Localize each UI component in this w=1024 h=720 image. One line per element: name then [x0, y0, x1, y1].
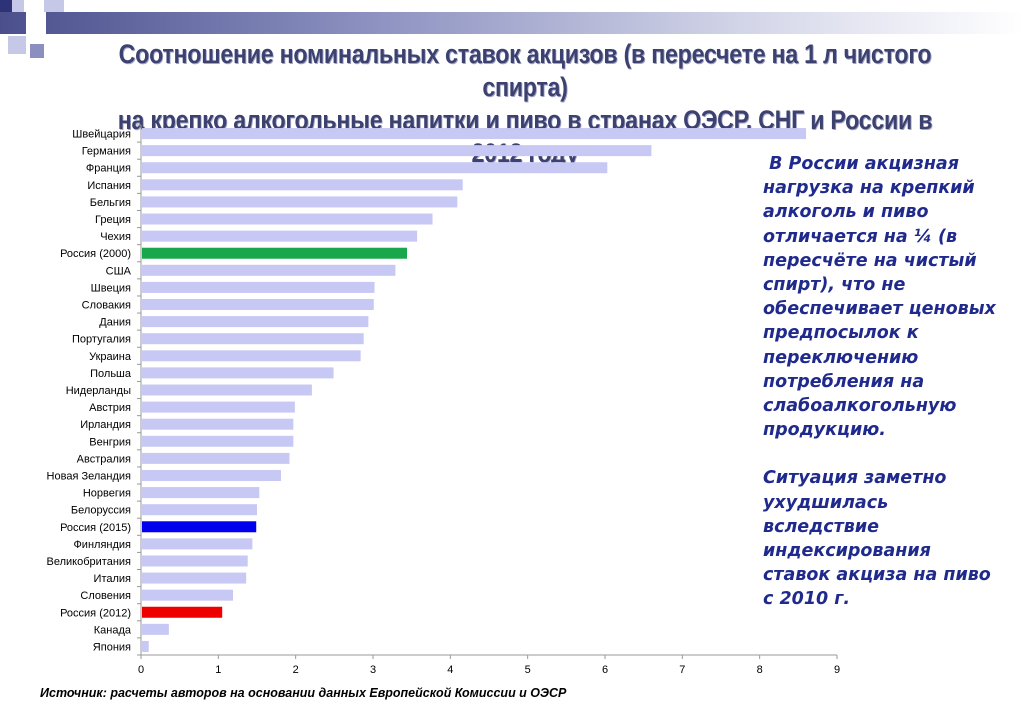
bar: [142, 572, 247, 584]
bar: [142, 640, 149, 652]
bar: [142, 384, 312, 396]
category-label: Ирландия: [80, 419, 131, 431]
category-label: Венгрия: [89, 436, 131, 448]
category-label: Италия: [94, 573, 132, 585]
bar: [142, 230, 418, 242]
x-tick-label: 0: [138, 664, 144, 676]
bar: [142, 589, 234, 601]
category-label: Швеция: [91, 282, 131, 294]
bar: [142, 452, 290, 464]
commentary-paragraph-2: Ситуация заметно ухудшилась вследствие и…: [763, 468, 991, 610]
category-label: Португалия: [72, 334, 131, 346]
bar: [142, 145, 652, 157]
x-tick-label: 4: [447, 664, 453, 676]
category-label: Швейцария: [72, 129, 131, 141]
bar: [142, 521, 257, 533]
category-label: Словакия: [82, 300, 131, 312]
decor-square-3: [44, 0, 64, 12]
bar: [142, 555, 248, 567]
x-tick-label: 8: [757, 664, 763, 676]
bar: [142, 316, 369, 328]
decor-square-4: [8, 36, 26, 54]
category-label: Чехия: [100, 231, 131, 243]
x-tick-label: 2: [293, 664, 299, 676]
bar: [142, 281, 375, 293]
bar: [142, 264, 396, 276]
category-label: Канада: [94, 624, 132, 636]
category-label: Новая Зеландия: [47, 470, 131, 482]
bar: [142, 469, 281, 481]
bar: [142, 623, 169, 635]
category-label: США: [106, 265, 132, 277]
x-tick-label: 1: [215, 664, 221, 676]
category-label: Дания: [99, 317, 131, 329]
bar: [142, 487, 260, 499]
category-label: Греция: [95, 214, 131, 226]
bar: [142, 196, 458, 208]
x-tick-label: 5: [525, 664, 531, 676]
x-tick-label: 6: [602, 664, 608, 676]
category-label: Австралия: [77, 453, 131, 465]
commentary-paragraph-1: В России акцизная нагрузка на крепкий ал…: [763, 154, 1002, 441]
bar: [142, 128, 807, 140]
decor-square-1: [0, 0, 12, 12]
bar: [142, 162, 608, 174]
category-label: Австрия: [89, 402, 131, 414]
bar: [142, 401, 295, 413]
category-label: Испания: [87, 180, 131, 192]
bar: [142, 435, 294, 447]
title-line-1: Соотношение номинальных ставок акцизов (…: [118, 39, 932, 102]
x-tick-label: 9: [834, 664, 840, 676]
category-label: Финляндия: [73, 539, 131, 551]
category-label: Белоруссия: [71, 505, 131, 517]
category-label: Бельгия: [90, 197, 131, 209]
bar: [142, 538, 253, 550]
source-note: Источник: расчеты авторов на основании д…: [40, 686, 567, 700]
bar: [142, 247, 408, 259]
category-label: Япония: [93, 641, 131, 653]
bar: [142, 606, 223, 618]
bar: [142, 213, 433, 225]
bar: [142, 350, 361, 362]
category-label: Великобритания: [47, 556, 132, 568]
bar: [142, 179, 463, 191]
page-title: Соотношение номинальных ставок акцизов (…: [108, 38, 942, 170]
category-label: Украина: [89, 351, 132, 363]
bar: [142, 299, 374, 311]
category-label: Нидерланды: [66, 385, 131, 397]
category-label: Германия: [82, 146, 131, 158]
x-tick-label: 3: [370, 664, 376, 676]
category-label: Россия (2012): [60, 607, 131, 619]
decor-square-2: [12, 0, 24, 12]
decor-header-bar: [0, 12, 1024, 34]
commentary-text: В России акцизная нагрузка на крепкий ал…: [763, 152, 1003, 612]
category-label: Норвегия: [83, 488, 131, 500]
x-tick-label: 7: [679, 664, 685, 676]
category-label: Россия (2015): [60, 522, 131, 534]
decor-square-6: [26, 12, 46, 34]
category-label: Польша: [90, 368, 132, 380]
bar: [142, 418, 294, 430]
category-label: Словения: [80, 590, 131, 602]
bar: [142, 367, 334, 379]
bar: [142, 504, 257, 516]
decor-square-5: [30, 44, 44, 58]
bar: [142, 333, 364, 345]
category-label: Франция: [86, 163, 131, 175]
category-label: Россия (2000): [60, 248, 131, 260]
